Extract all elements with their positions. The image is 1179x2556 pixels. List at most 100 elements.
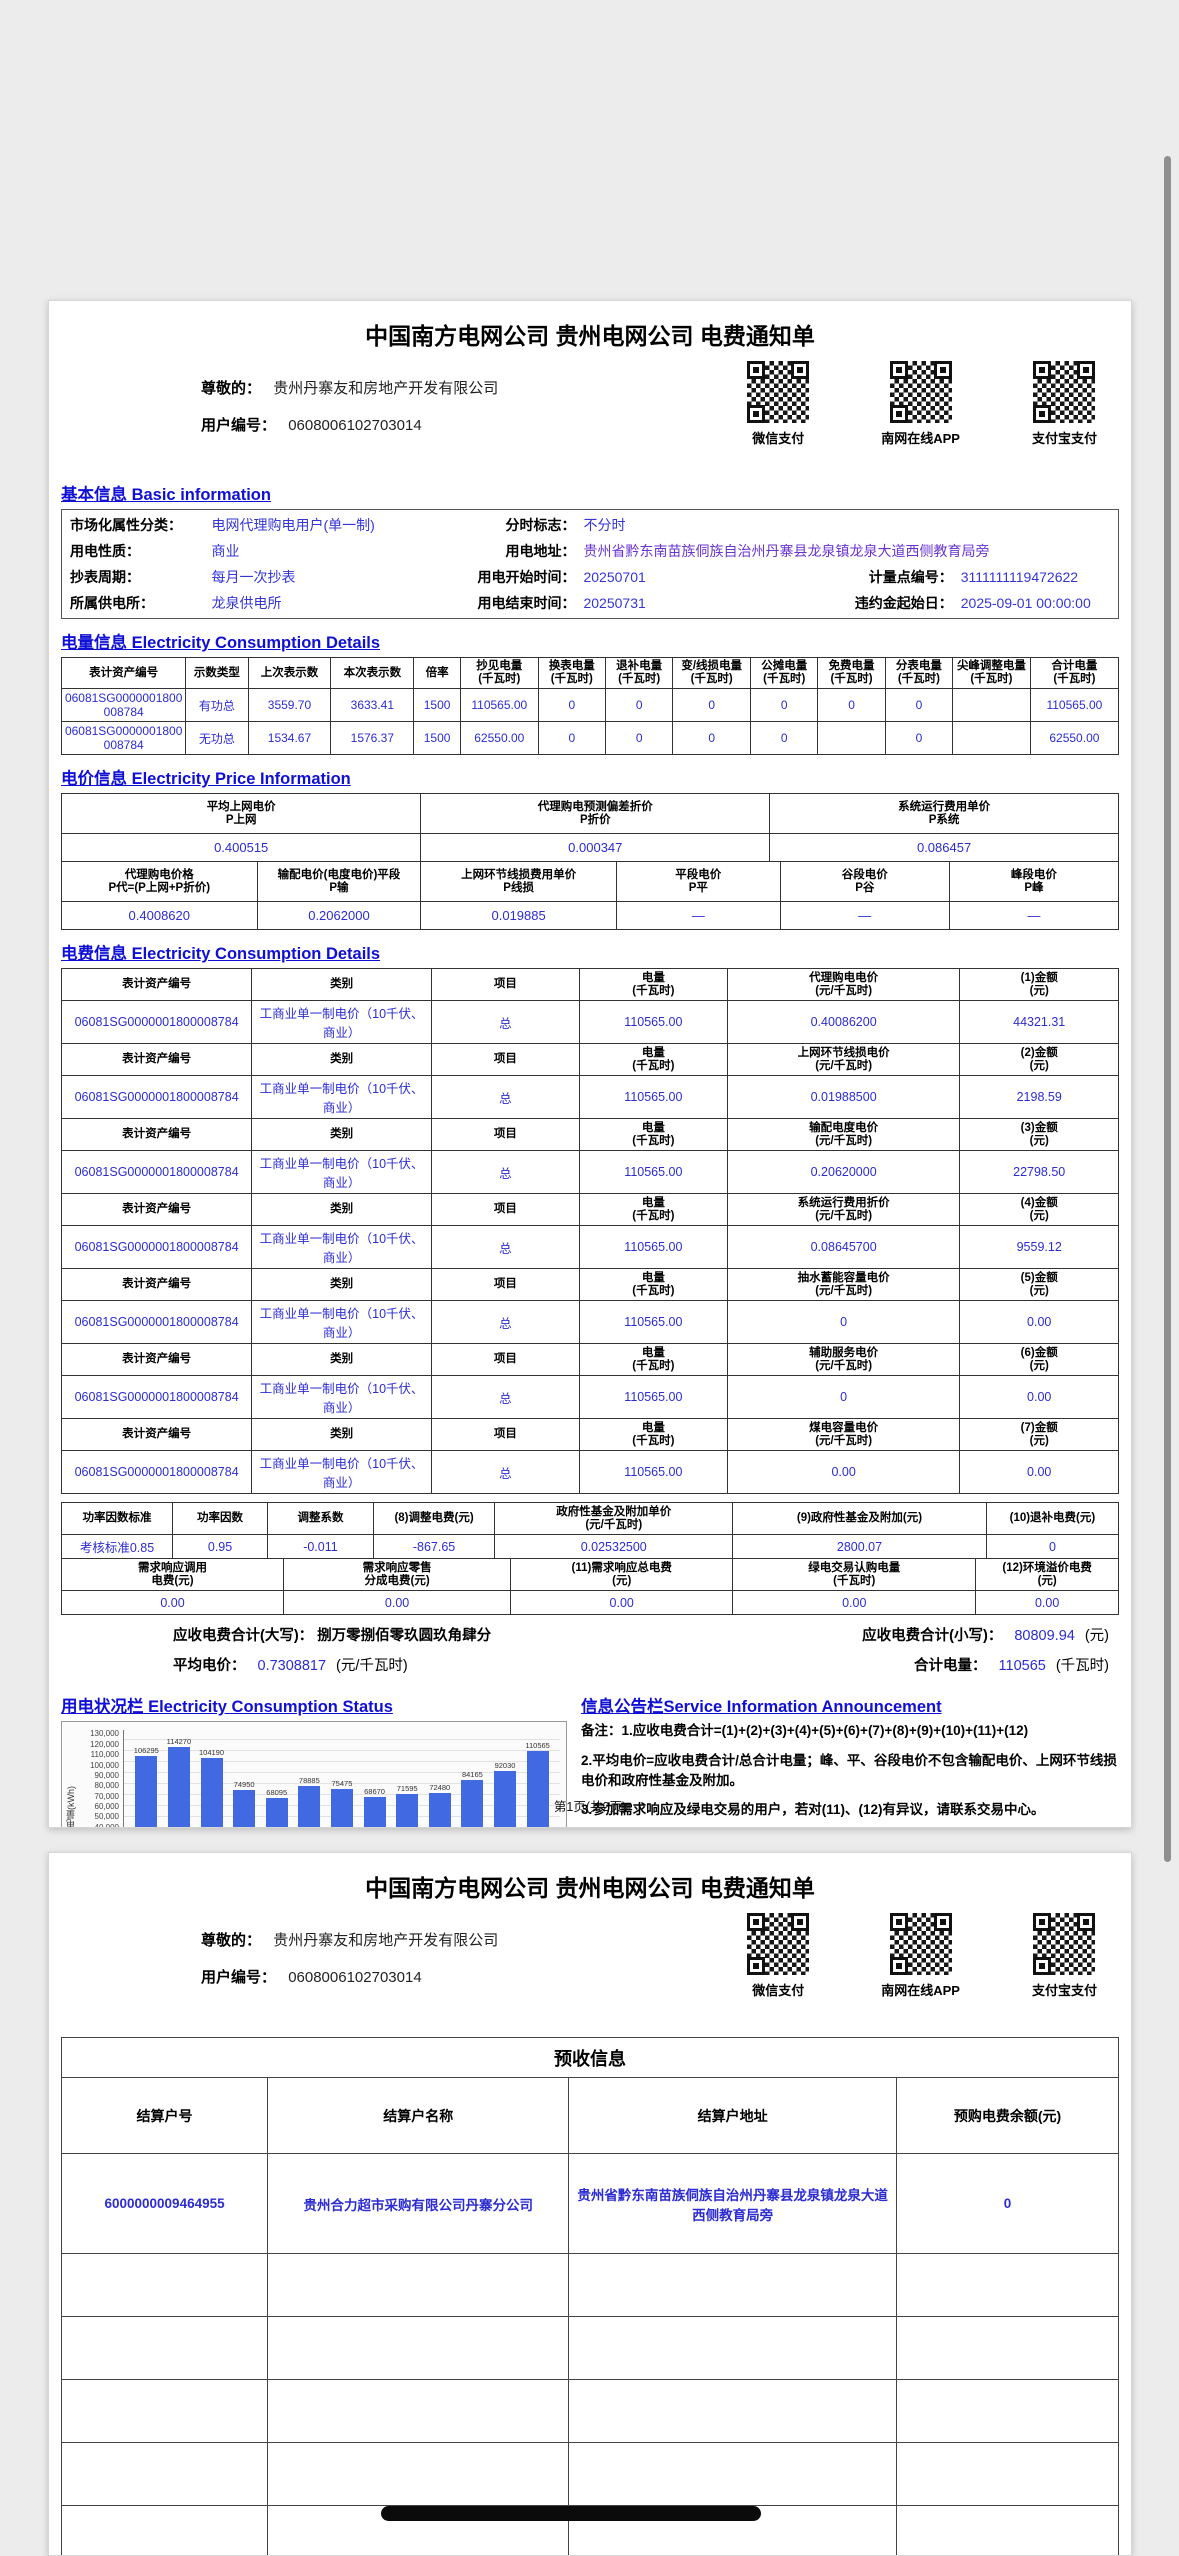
- bill-header: 尊敬的： 贵州丹寨友和房地产开发有限公司 用户编号： 0608006102703…: [61, 1913, 1119, 2023]
- header-row: 功率因数标准 功率因数 调整系数 (8)调整电费(元) 政府性基金及附加单价 (元/千瓦…: [61, 1502, 1120, 1536]
- bar: [494, 1771, 516, 1827]
- bar-column: 75475: [327, 1779, 356, 1827]
- column-header: (8)调整电费(元): [372, 1502, 496, 1536]
- field-label: 用电结束时间：: [477, 595, 576, 611]
- price-table-bottom: 代理购电价格 P代=(P上网+P折价) 输配电价(电度电价)平段 P输 上网环节线损…: [61, 861, 1120, 931]
- user-no-value: 0608006102703014: [288, 417, 422, 434]
- y-tick-label: 120,000: [90, 1739, 119, 1749]
- field-label: 用电性质：: [70, 543, 140, 559]
- cell-value: 0: [726, 1375, 961, 1420]
- fee-group-header-row: 表计资产编号 类别 项目 电量 (千瓦时) 代理购电电价 (元/千瓦时) (1)金额 (元…: [60, 968, 1119, 1002]
- column-header: 表计资产编号: [60, 968, 253, 1002]
- bar: [233, 1790, 256, 1827]
- cell-value: 110565.00: [578, 1225, 728, 1270]
- cell-value: 0: [537, 688, 606, 723]
- total-num-unit: (元): [1084, 1628, 1109, 1645]
- column-header: (6)金额 (元): [959, 1343, 1119, 1377]
- cell-value: 考核标准0.85: [61, 1534, 173, 1560]
- basic-info-row: 用电性质： 商业 用电地址： 贵州省黔东南苗族侗族自治州丹寨县龙泉镇龙泉大道西侧教育局…: [66, 538, 1114, 564]
- scrollbar[interactable]: [1164, 156, 1171, 1862]
- bar-value-label: 84165: [461, 1769, 483, 1779]
- cell-value: 0: [604, 721, 674, 756]
- qr-label: 南网在线APP: [881, 1983, 960, 1998]
- column-header: 辅助服务电价 (元/千瓦时): [726, 1343, 961, 1377]
- bar-value-label: 72480: [429, 1782, 451, 1792]
- section-consumption-title: 电量信息 Electricity Consumption Details: [61, 634, 381, 652]
- cell-value: —: [948, 901, 1120, 931]
- column-header: 系统运行费用折价 (元/千瓦时): [726, 1193, 961, 1227]
- fee-summary-table-1: 功率因数标准 功率因数 调整系数 (8)调整电费(元) 政府性基金及附加单价 (元/千瓦…: [61, 1502, 1120, 1560]
- empty-cell: [896, 2505, 1119, 2555]
- column-header: (12)环境溢价电费 (元): [975, 1558, 1119, 1592]
- fee-group-header-row: 表计资产编号 类别 项目 电量 (千瓦时) 系统运行费用折价 (元/千瓦时) (4)金额 …: [60, 1193, 1119, 1227]
- customer-block: 尊敬的： 贵州丹寨友和房地产开发有限公司 用户编号： 0608006102703…: [61, 1913, 1119, 1987]
- cell-value: 总: [430, 1450, 580, 1495]
- y-tick-label: 110,000: [90, 1750, 119, 1760]
- section-chart-title: 用电状况栏 Electricity Consumption Status: [61, 1698, 393, 1717]
- bar-value-label: 75475: [331, 1779, 353, 1789]
- qr-code-image: [889, 1913, 952, 1975]
- column-header: 功率因数标准: [61, 1502, 173, 1536]
- cell-value: 工商业单一制电价（10千伏、商业）: [251, 1450, 432, 1495]
- column-header: (7)金额 (元): [959, 1418, 1119, 1452]
- qr-label: 支付宝支付: [1031, 431, 1097, 446]
- empty-cell: [267, 2253, 570, 2317]
- bar-column: 106295: [132, 1746, 161, 1827]
- cell-value: 总: [430, 1375, 580, 1420]
- totals-line-2: 平均电价： 0.7308817 (元/千瓦时) 合计电量： 110565 (千瓦…: [61, 1654, 1119, 1675]
- announcement-line: 2.平均电价=应收电费合计/总合计电量；峰、平、谷段电价不包含输配电价、上网环节…: [581, 1753, 1117, 1788]
- cell-value: 0: [750, 688, 819, 723]
- cell-value: 0.02532500: [494, 1534, 734, 1560]
- fee-group-data-row: 06081SG0000001800008784 工商业单一制电价（10千伏、商业）…: [60, 1375, 1119, 1420]
- cell-value: 110565.00: [578, 1450, 728, 1495]
- customer-name: 贵州丹寨友和房地产开发有限公司: [273, 1932, 499, 1949]
- column-header: (3)金额 (元): [959, 1118, 1119, 1152]
- qr-finder-icon: [889, 1913, 908, 1931]
- cell-value: 0: [884, 721, 954, 756]
- qr-block: 支付宝支付: [1032, 361, 1097, 447]
- bar: [526, 1750, 549, 1827]
- salutation-label: 尊敬的：: [201, 1932, 262, 1949]
- cell-value: 1534.67: [247, 721, 332, 756]
- home-indicator[interactable]: [381, 2506, 761, 2521]
- data-row: 考核标准0.85 0.95 -0.011 -867.65 0.02532500 2800.…: [61, 1534, 1120, 1560]
- cell-value: 1500: [413, 721, 461, 756]
- column-header: 煤电容量电价 (元/千瓦时): [726, 1418, 961, 1452]
- bill-header: 尊敬的： 贵州丹寨友和房地产开发有限公司 用户编号： 0608006102703…: [61, 361, 1119, 471]
- empty-row: [60, 2442, 1119, 2506]
- field-label: 所属供电所：: [70, 595, 154, 611]
- column-header: 类别: [251, 1268, 432, 1302]
- cell-value: 22798.50: [959, 1150, 1119, 1195]
- column-header: 电量 (千瓦时): [578, 1043, 728, 1077]
- bar-value-label: 114270: [166, 1736, 192, 1746]
- cell-value: 0.20620000: [726, 1150, 961, 1195]
- cell-value: 0.00: [282, 1590, 512, 1616]
- cell-value: -0.011: [267, 1534, 374, 1560]
- qr-finder-icon: [1077, 361, 1096, 379]
- column-header: 需求响应零售 分成电费(元): [282, 1558, 512, 1592]
- qr-finder-icon: [889, 361, 908, 379]
- column-header: 示数类型: [185, 656, 249, 690]
- fee-group-data-row: 06081SG0000001800008784 工商业单一制电价（10千伏、商业）…: [60, 1225, 1119, 1270]
- cell-value: 06081SG0000001800008784: [60, 1300, 253, 1345]
- cell-value: 0: [896, 2153, 1119, 2254]
- field-label: 违约金起始日：: [854, 595, 953, 611]
- column-header: 表计资产编号: [60, 656, 187, 690]
- header-row: 表计资产编号 示数类型 上次表示数 本次表示数 倍率 抄见电量 (千瓦时) 换表电量 (千瓦…: [60, 656, 1120, 690]
- empty-cell: [60, 2442, 269, 2506]
- qr-label: 支付宝支付: [1031, 1983, 1097, 1998]
- data-row: 0.00 0.00 0.00 0.00 0.00: [61, 1590, 1119, 1616]
- y-tick-label: 90,000: [94, 1770, 119, 1780]
- prepaid-info-table: 预收信息 结算户号 结算户名称 结算户地址 预购电费余额(元) 6000000009464…: [60, 2037, 1119, 2555]
- prepaid-title: 预收信息: [61, 2037, 1119, 2078]
- cell-value: 110565.00: [578, 1000, 728, 1045]
- qr-finder-icon: [1033, 1957, 1052, 1975]
- cell-value: [952, 721, 1031, 756]
- column-header: 结算户地址: [568, 2077, 897, 2154]
- column-header: 本次表示数: [330, 656, 415, 690]
- qr-finder-icon: [791, 361, 810, 379]
- column-header: 类别: [251, 968, 432, 1002]
- header-row: 平均上网电价 P上网 代理购电预测偏差折价 P折价 系统运行费用单价 P系统: [60, 793, 1119, 835]
- empty-cell: [60, 2253, 269, 2317]
- field-value: 贵州省黔东南苗族侗族自治州丹寨县龙泉镇龙泉大道西侧教育局旁: [583, 543, 990, 559]
